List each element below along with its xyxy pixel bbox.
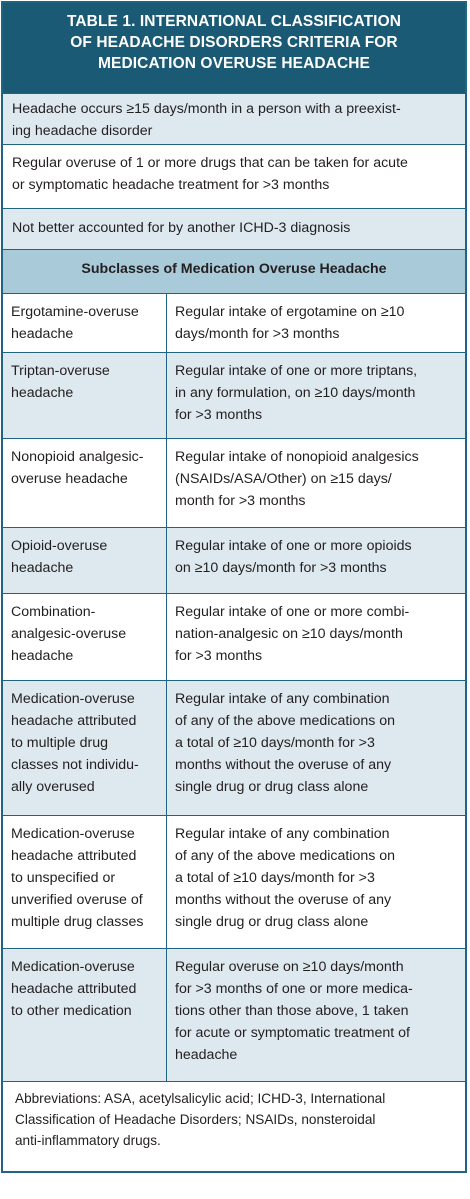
subclass-criteria: Regular intake of one or more combi- nat… [167,594,465,680]
abbreviations-footnote: Abbreviations: ASA, acetylsalicylic acid… [3,1081,465,1171]
subclass-criteria-line: tions other than those above, 1 taken [175,1003,409,1019]
subclass-criteria-line: a total of ≥10 days/month for >3 [175,735,375,751]
subclass-criteria-line: for acute or symptomatic treatment of [175,1025,410,1041]
subclass-name: Opioid-overuse headache [3,528,167,593]
subclass-name-line: to unspecified or [11,870,116,886]
subclass-criteria-line: Regular intake of any combination [175,826,390,842]
abbreviations-line: Abbreviations: ASA, acetylsalicylic acid… [15,1091,386,1106]
subclass-name-line: headache [11,326,74,342]
subclass-criteria-line: in any formulation, on ≥10 days/month [175,385,416,401]
criterion-text: Not better accounted for by another ICHD… [12,220,351,236]
subclass-criteria: Regular intake of one or more opioids on… [167,528,465,593]
subclass-name-line: headache [11,560,74,576]
subclass-name: Medication-overuse headache attributed t… [3,681,167,815]
subclass-name-line: Medication-overuse [11,959,135,975]
subclass-row: Medication-overuse headache attributed t… [3,948,465,1081]
subclass-criteria: Regular intake of one or more triptans, … [167,353,465,438]
subclass-criteria-line: Regular intake of one or more opioids [175,538,412,554]
subclass-name: Ergotamine-overuse headache [3,294,167,352]
subclass-criteria-line: Regular intake of nonopioid analgesics [175,449,419,465]
subclass-name-line: headache attributed [11,848,137,864]
subclass-row: Triptan-overuse headache Regular intake … [3,352,465,438]
subclass-name-line: Nonopioid analgesic- [11,449,144,465]
table-title-line: MEDICATION OVERUSE HEADACHE [98,55,370,72]
subclass-criteria-line: Regular overuse on ≥10 days/month [175,959,404,975]
subclass-criteria-line: months without the overuse of any [175,757,392,773]
subclass-name-line: to multiple drug [11,735,108,751]
subclass-criteria-line: a total of ≥10 days/month for >3 [175,870,375,886]
subclass-name-line: headache [11,648,74,664]
subclass-criteria-line: for >3 months [175,648,263,664]
subclass-criteria-line: Regular intake of one or more triptans, [175,363,418,379]
subclass-name: Medication-overuse headache attributed t… [3,816,167,948]
subclass-criteria-line: Regular intake of any combination [175,691,390,707]
subclass-name-line: analgesic-overuse [11,626,127,642]
subclass-criteria-line: headache [175,1047,238,1063]
subclass-row: Opioid-overuse headache Regular intake o… [3,527,465,593]
subclass-row: Medication-overuse headache attributed t… [3,680,465,815]
subclass-name-line: Triptan-overuse [11,363,110,379]
subclass-criteria-line: months without the overuse of any [175,892,392,908]
criterion-row: Regular overuse of 1 or more drugs that … [3,144,465,208]
subclass-name: Combination- analgesic-overuse headache [3,594,167,680]
subclass-criteria: Regular intake of any combination of any… [167,816,465,948]
subclass-name: Triptan-overuse headache [3,353,167,438]
subclass-name-line: to other medication [11,1003,132,1019]
subclass-row: Combination- analgesic-overuse headache … [3,593,465,680]
criterion-text: Regular overuse of 1 or more drugs that … [12,155,408,171]
subclasses-heading: Subclasses of Medication Overuse Headach… [3,249,465,293]
subclass-criteria-line: for >3 months of one or more medica- [175,981,413,997]
criterion-row: Not better accounted for by another ICHD… [3,208,465,249]
table-title-line: OF HEADACHE DISORDERS CRITERIA FOR [70,34,398,51]
subclass-criteria-line: Regular intake of one or more combi- [175,604,410,620]
subclass-name-line: headache attributed [11,713,137,729]
subclass-criteria: Regular intake of any combination of any… [167,681,465,815]
subclass-criteria: Regular intake of nonopioid analgesics (… [167,439,465,527]
subclass-name-line: multiple drug classes [11,914,144,930]
criterion-text: or symptomatic headache treatment for >3… [12,177,330,193]
subclass-name-line: Medication-overuse [11,691,135,707]
abbreviations-line: Classification of Headache Disorders; NS… [15,1112,376,1127]
subclass-name: Medication-overuse headache attributed t… [3,949,167,1081]
subclass-criteria: Regular intake of ergotamine on ≥10 days… [167,294,465,352]
subclass-name-line: Medication-overuse [11,826,135,842]
subclass-criteria-line: days/month for >3 months [175,326,340,342]
subclass-name-line: ally overused [11,779,95,795]
subclass-criteria-line: month for >3 months [175,493,306,509]
subclass-criteria-line: of any of the above medications on [175,848,396,864]
subclass-name-line: Ergotamine-overuse [11,304,139,320]
table-title-line: TABLE 1. INTERNATIONAL CLASSIFICATION [66,13,402,30]
subclass-criteria-line: nation-analgesic on ≥10 days/month [175,626,403,642]
subclass-criteria: Regular overuse on ≥10 days/month for >3… [167,949,465,1081]
criterion-row: Headache occurs ≥15 days/month in a pers… [3,93,465,144]
subclass-criteria-line: single drug or drug class alone [175,779,369,795]
subclass-row: Nonopioid analgesic- overuse headache Re… [3,438,465,527]
subclass-row: Medication-overuse headache attributed t… [3,815,465,948]
abbreviations-line: anti-inflammatory drugs. [15,1133,161,1148]
subclass-name-line: classes not individu- [11,757,139,773]
subclass-criteria-line: (NSAIDs/ASA/Other) on ≥15 days/ [175,471,392,487]
subclass-row: Ergotamine-overuse headache Regular inta… [3,293,465,352]
table-title: TABLE 1. INTERNATIONAL CLASSIFICATION OF… [3,3,465,93]
subclass-name-line: Combination- [11,604,96,620]
subclass-name-line: unverified overuse of [11,892,143,908]
subclass-criteria-line: for >3 months [175,407,263,423]
subclass-name-line: Opioid-overuse [11,538,108,554]
criterion-text: ing headache disorder [12,123,153,139]
ichd-table: TABLE 1. INTERNATIONAL CLASSIFICATION OF… [1,1,467,1173]
subclass-name-line: overuse headache [11,471,128,487]
subclass-criteria-line: Regular intake of ergotamine on ≥10 [175,304,405,320]
subclass-name-line: headache [11,385,74,401]
subclass-criteria-line: of any of the above medications on [175,713,396,729]
subclass-criteria-line: single drug or drug class alone [175,914,369,930]
criterion-text: Headache occurs ≥15 days/month in a pers… [12,101,401,117]
subclass-criteria-line: on ≥10 days/month for >3 months [175,560,387,576]
subclass-name-line: headache attributed [11,981,137,997]
subclass-name: Nonopioid analgesic- overuse headache [3,439,167,527]
